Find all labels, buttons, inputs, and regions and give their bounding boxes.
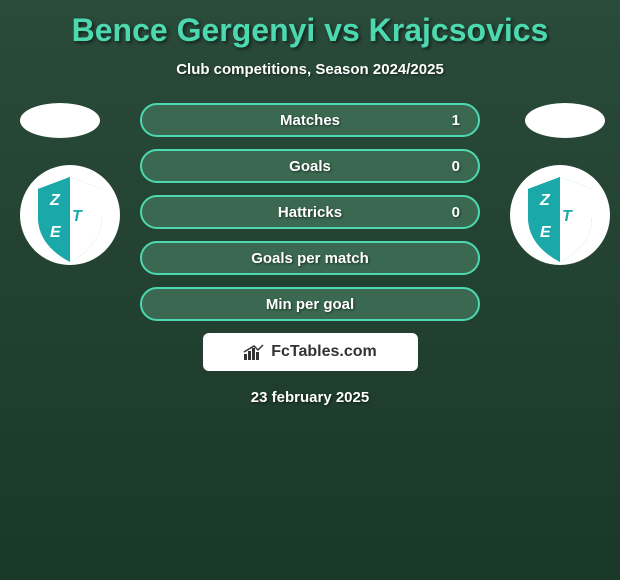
branding-badge[interactable]: FcTables.com (203, 333, 418, 371)
content-area: Z T E Z T E Matches 1 Goals 0 Hattricks … (0, 103, 620, 406)
team-logo-left: Z T E (20, 165, 120, 270)
chart-icon (243, 343, 265, 361)
stat-row-goals: Goals 0 (140, 149, 480, 183)
stat-label: Goals per match (251, 250, 369, 267)
comparison-title: Bence Gergenyi vs Krajcsovics (0, 0, 620, 49)
team-logo-right: Z T E (510, 165, 610, 270)
stat-value: 1 (452, 112, 460, 129)
branding-text: FcTables.com (271, 343, 377, 361)
stat-row-min-per-goal: Min per goal (140, 287, 480, 321)
stat-label: Min per goal (266, 296, 354, 313)
svg-text:Z: Z (539, 192, 551, 209)
svg-text:E: E (50, 224, 62, 241)
stat-row-hattricks: Hattricks 0 (140, 195, 480, 229)
svg-text:T: T (72, 208, 83, 225)
svg-text:E: E (540, 224, 552, 241)
date-text: 23 february 2025 (0, 389, 620, 406)
stat-label: Goals (289, 158, 331, 175)
stat-value: 0 (452, 158, 460, 175)
stats-container: Matches 1 Goals 0 Hattricks 0 Goals per … (140, 103, 480, 321)
stat-row-goals-per-match: Goals per match (140, 241, 480, 275)
player-right-avatar (525, 103, 605, 138)
player-left-avatar (20, 103, 100, 138)
stat-label: Hattricks (278, 204, 342, 221)
season-subtitle: Club competitions, Season 2024/2025 (0, 61, 620, 78)
zte-shield-icon: Z T E (20, 165, 120, 270)
stat-value: 0 (452, 204, 460, 221)
svg-text:Z: Z (49, 192, 61, 209)
stat-label: Matches (280, 112, 340, 129)
svg-text:T: T (562, 208, 573, 225)
zte-shield-icon: Z T E (510, 165, 610, 270)
stat-row-matches: Matches 1 (140, 103, 480, 137)
